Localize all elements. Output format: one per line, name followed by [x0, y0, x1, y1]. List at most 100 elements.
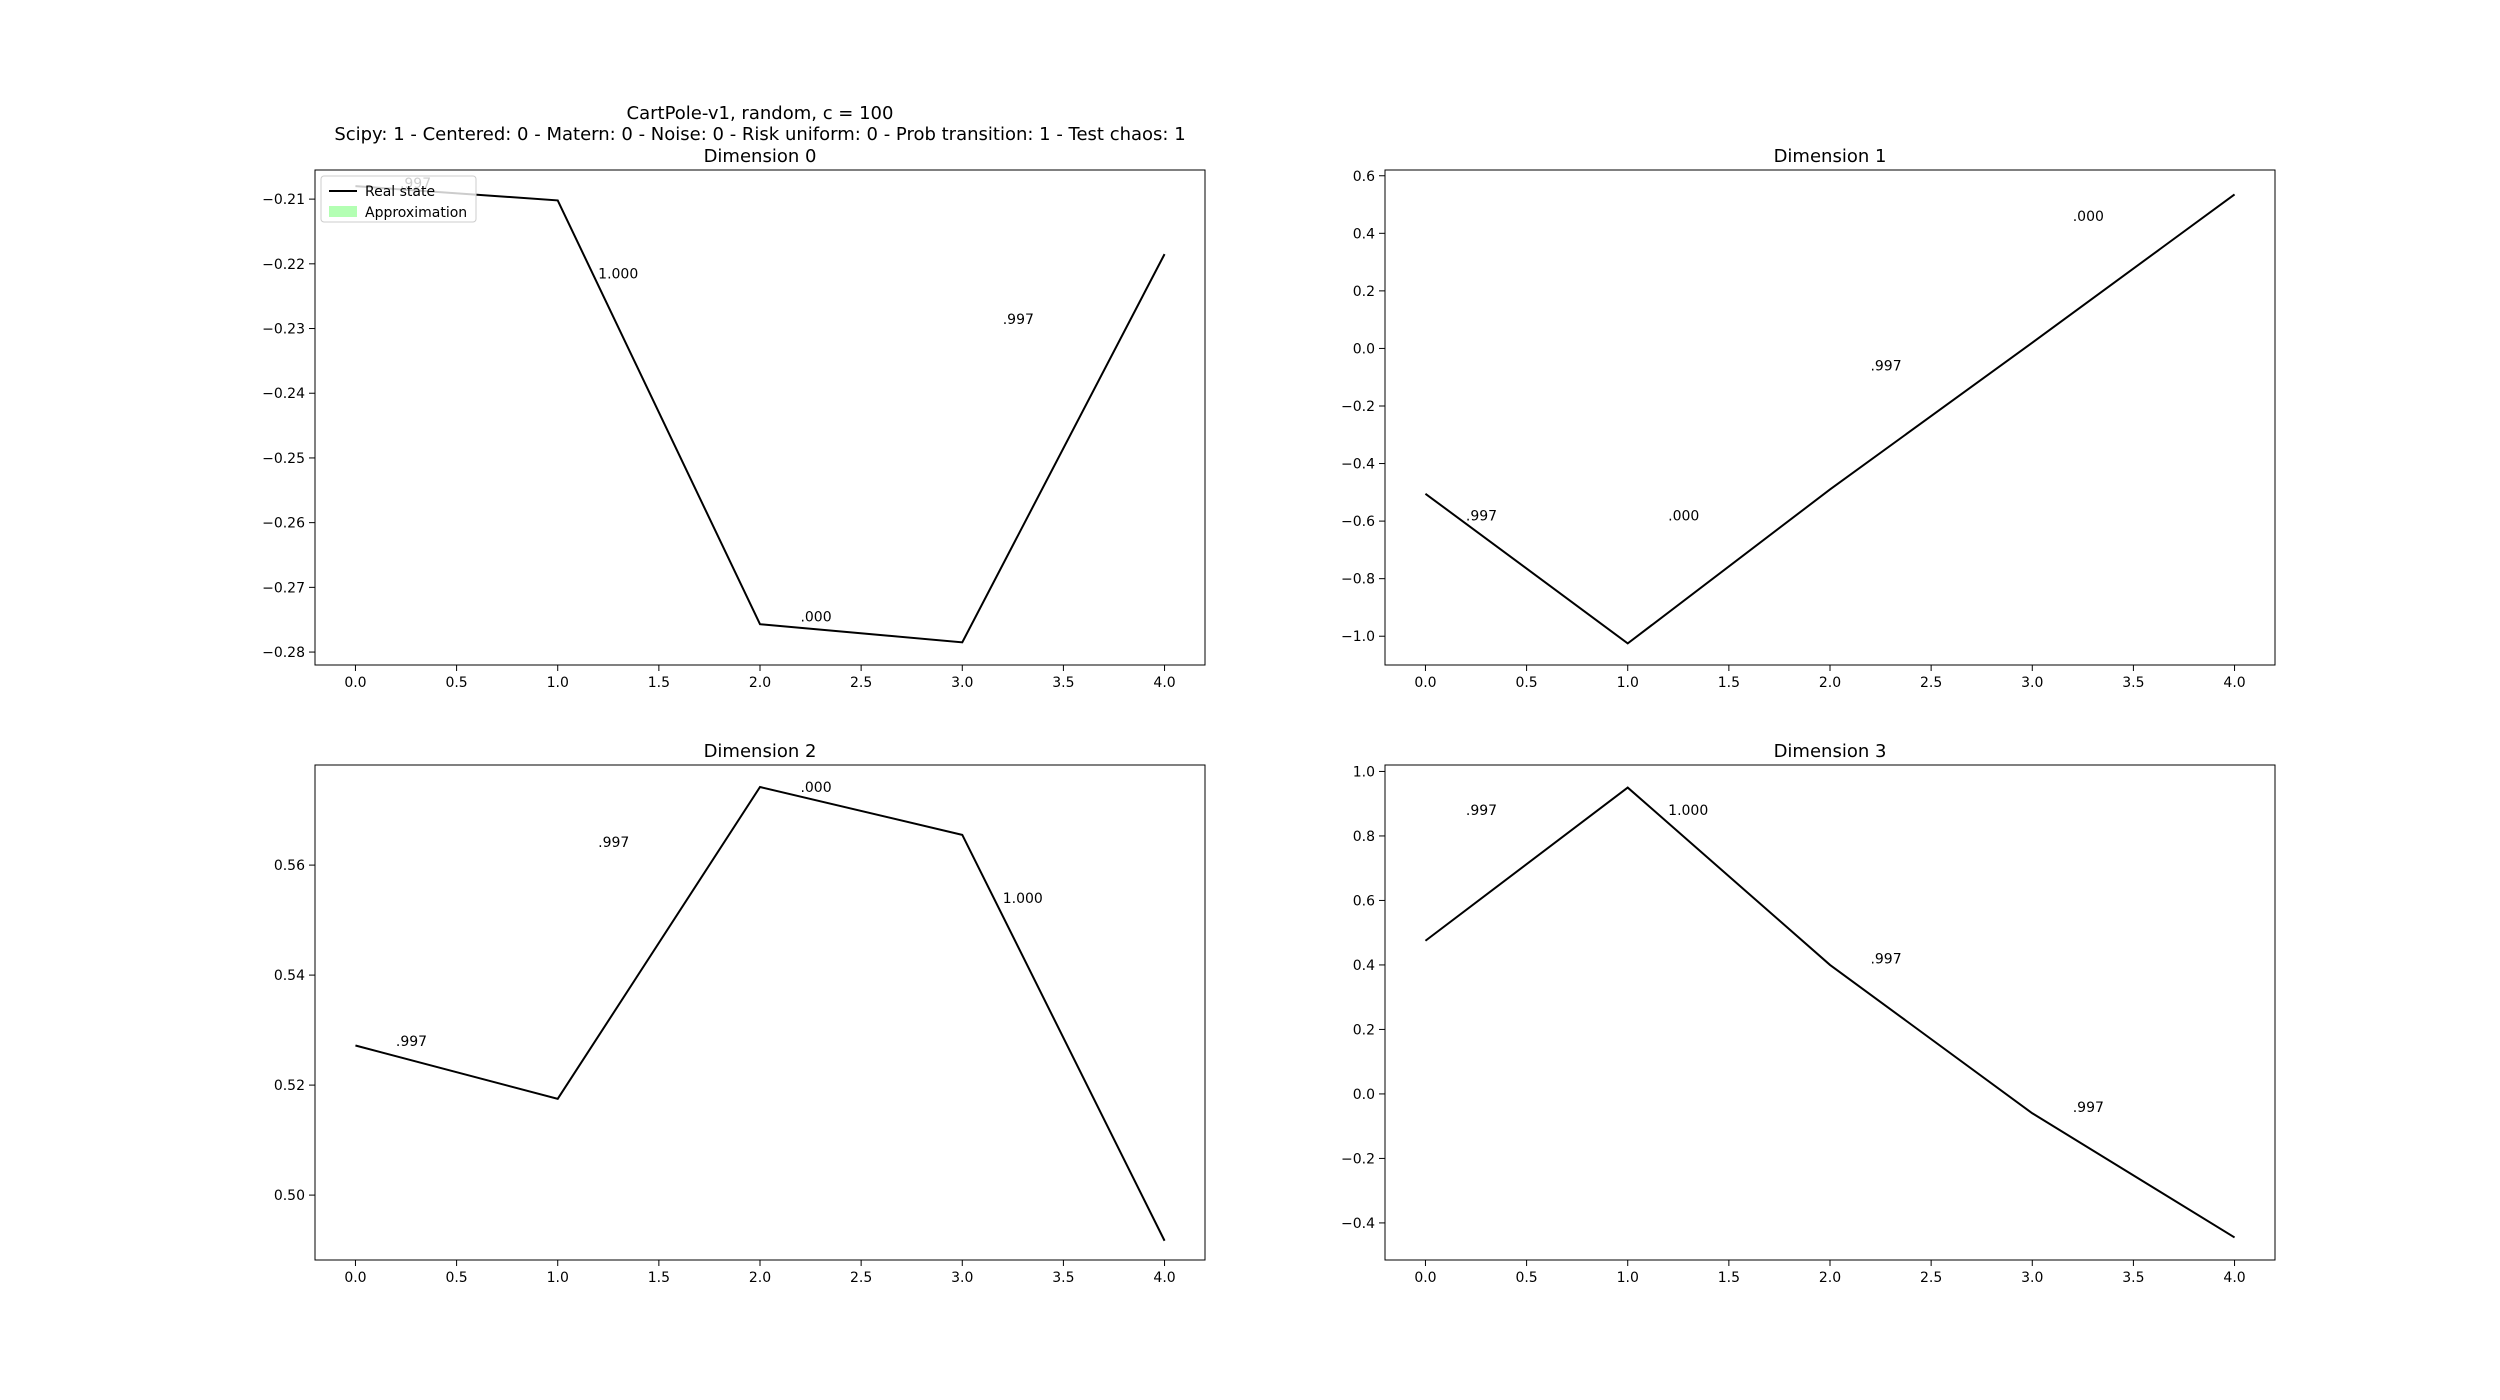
x-tick-label: 0.5 — [445, 675, 467, 691]
y-tick-label: 0.0 — [1353, 1087, 1375, 1103]
y-tick-label: −0.2 — [1341, 1151, 1375, 1167]
y-tick-label: 0.54 — [274, 968, 305, 984]
y-tick-label: 1.0 — [1353, 764, 1375, 780]
x-tick-label: 1.0 — [547, 1270, 569, 1286]
data-annotation: 1.000 — [598, 267, 638, 283]
x-tick-label: 2.5 — [1920, 675, 1942, 691]
y-tick-label: 0.0 — [1353, 341, 1375, 357]
legend: Real state Approximation — [320, 175, 477, 223]
figure-title-line-2: Scipy: 1 - Centered: 0 - Matern: 0 - Noi… — [334, 124, 1186, 145]
data-annotation: .997 — [2073, 1100, 2104, 1116]
x-tick-label: 1.5 — [648, 1270, 670, 1286]
data-annotation: .997 — [598, 835, 629, 851]
y-tick-label: −0.6 — [1341, 514, 1375, 530]
x-tick-label: 1.5 — [1718, 675, 1740, 691]
data-annotation: .997 — [1870, 359, 1901, 375]
data-annotation: .997 — [1870, 951, 1901, 967]
x-tick-label: 2.5 — [1920, 1270, 1942, 1286]
axes-frame — [314, 169, 1206, 666]
data-annotation: .997 — [1003, 312, 1034, 328]
x-tick-label: 0.0 — [1414, 675, 1436, 691]
x-tick-label: 1.5 — [1718, 1270, 1740, 1286]
series-line-0 — [355, 785, 1166, 1242]
data-annotation: .000 — [1668, 508, 1699, 524]
y-tick-label: −0.27 — [262, 580, 305, 596]
y-tick-label: −0.22 — [262, 257, 305, 273]
data-annotation: .000 — [2073, 209, 2104, 225]
series-line-0 — [1424, 193, 2236, 645]
x-tick-label: 4.0 — [1153, 675, 1175, 691]
series-line-0 — [355, 185, 1166, 644]
x-tick-label: 0.5 — [445, 1270, 467, 1286]
chart-panel-1: Dimension 1 0.0 0.5 1.0 1.5 2.0 2.5 3.0 3.5 4.0 0.… — [1341, 146, 2276, 691]
data-annotation: 1.000 — [1668, 803, 1708, 819]
x-tick-label: 0.0 — [344, 675, 366, 691]
y-tick-label: −0.25 — [262, 451, 305, 467]
chart-panel-0: Dimension 0 0.0 0.5 1.0 1.5 2.0 2.5 3.0 3.5 4.0 −0… — [262, 146, 1206, 691]
y-tick-label: −0.4 — [1341, 1216, 1375, 1232]
axes-frame — [1384, 764, 2276, 1261]
x-tick-label: 3.5 — [1052, 1270, 1074, 1286]
y-tick-label: −0.24 — [262, 386, 305, 402]
data-annotation: .000 — [800, 780, 831, 796]
data-annotation: .997 — [1466, 803, 1497, 819]
chart-title: Dimension 3 — [1774, 741, 1887, 762]
y-tick-label: 0.56 — [274, 858, 305, 874]
y-tick-label: −0.23 — [262, 322, 305, 338]
chart-panel-3: Dimension 3 0.0 0.5 1.0 1.5 2.0 2.5 3.0 3.5 4.0 1.… — [1341, 741, 2276, 1286]
data-annotation: 1.000 — [1003, 891, 1043, 907]
x-tick-label: 4.0 — [2223, 675, 2245, 691]
axes-frame — [314, 764, 1206, 1261]
y-tick-label: 0.8 — [1353, 829, 1375, 845]
x-tick-label: 4.0 — [2223, 1270, 2245, 1286]
y-tick-label: −0.21 — [262, 192, 305, 208]
x-tick-label: 2.0 — [749, 675, 771, 691]
legend-label: Real state — [365, 184, 435, 200]
x-tick-label: 3.5 — [2122, 675, 2144, 691]
x-tick-label: 1.0 — [547, 675, 569, 691]
chart-title: Dimension 2 — [704, 741, 817, 762]
y-tick-label: −0.8 — [1341, 572, 1375, 588]
chart-title: Dimension 0 — [704, 146, 817, 167]
data-annotation: .997 — [396, 1034, 427, 1050]
data-annotation: .000 — [800, 609, 831, 625]
x-tick-label: 2.0 — [1819, 1270, 1841, 1286]
legend-frame — [320, 175, 477, 223]
x-tick-label: 2.5 — [850, 675, 872, 691]
y-tick-label: 0.6 — [1353, 169, 1375, 185]
y-tick-label: 0.2 — [1353, 284, 1375, 300]
chart-panel-2: Dimension 2 0.0 0.5 1.0 1.5 2.0 2.5 3.0 3.5 4.0 0.… — [274, 741, 1206, 1286]
x-tick-label: 3.0 — [2021, 675, 2043, 691]
x-tick-label: 3.0 — [951, 675, 973, 691]
x-tick-label: 4.0 — [1153, 1270, 1175, 1286]
x-tick-label: 0.5 — [1515, 1270, 1537, 1286]
x-tick-label: 0.0 — [1414, 1270, 1436, 1286]
data-annotation: .997 — [1466, 508, 1497, 524]
x-tick-label: 1.5 — [648, 675, 670, 691]
figure-title-line-1: CartPole-v1, random, c = 100 — [626, 103, 894, 124]
y-tick-label: 0.4 — [1353, 226, 1375, 242]
x-tick-label: 3.0 — [951, 1270, 973, 1286]
x-tick-label: 2.0 — [749, 1270, 771, 1286]
y-tick-label: −0.2 — [1341, 399, 1375, 415]
legend-label: Approximation — [365, 205, 467, 221]
legend-swatch-patch — [329, 206, 357, 217]
x-tick-label: 2.0 — [1819, 675, 1841, 691]
x-tick-label: 2.5 — [850, 1270, 872, 1286]
y-tick-label: 0.52 — [274, 1078, 305, 1094]
x-tick-label: 3.5 — [1052, 675, 1074, 691]
axes-frame — [1384, 169, 2276, 666]
y-tick-label: 0.50 — [274, 1188, 305, 1204]
series-line-0 — [1424, 786, 2236, 1239]
x-tick-label: 3.5 — [2122, 1270, 2144, 1286]
x-tick-label: 0.5 — [1515, 675, 1537, 691]
y-tick-label: 0.4 — [1353, 958, 1375, 974]
y-tick-label: 0.2 — [1353, 1022, 1375, 1038]
x-tick-label: 3.0 — [2021, 1270, 2043, 1286]
y-tick-label: −0.26 — [262, 516, 305, 532]
y-tick-label: −0.28 — [262, 645, 305, 661]
y-tick-label: 0.6 — [1353, 893, 1375, 909]
y-tick-label: −0.4 — [1341, 457, 1375, 473]
